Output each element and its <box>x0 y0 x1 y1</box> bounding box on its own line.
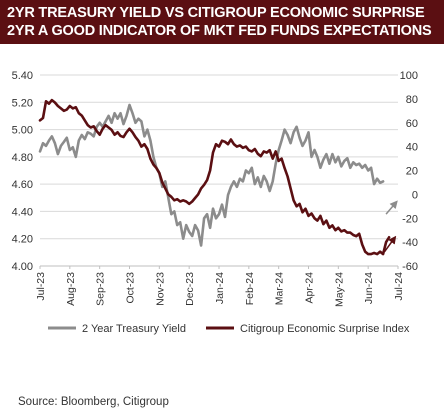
right-tick-label: 0 <box>412 189 418 201</box>
x-tick-label: Mar-24 <box>274 272 286 305</box>
x-tick-label: Jul-24 <box>393 272 405 301</box>
annotation-layer <box>383 200 398 253</box>
right-y-axis: -60 -40 -20 0 20 40 60 80 100 <box>400 70 418 273</box>
left-tick-label: 4.40 <box>12 206 33 218</box>
treasury-yield-line <box>38 103 385 247</box>
left-y-axis: 4.00 4.20 4.40 4.60 4.80 5.00 5.20 5.40 <box>12 70 33 273</box>
x-tick-label: Oct-23 <box>125 272 137 304</box>
legend-label-treasury: 2 Year Treasury Yield <box>82 323 186 335</box>
title-bar: 2YR TREASURY YIELD VS CITIGROUP ECONOMIC… <box>0 0 444 44</box>
x-tick-label: Jan-24 <box>214 272 226 304</box>
x-tick-label: Jul-23 <box>35 272 47 301</box>
x-tick-label: May-24 <box>333 272 345 307</box>
chart-title-line-1: 2YR TREASURY YIELD VS CITIGROUP ECONOMIC… <box>7 5 425 21</box>
x-axis: Jul-23 Aug-23 Sep-23 Oct-23 Nov-23 Dec-23 Jan-… <box>35 265 405 307</box>
grid <box>40 74 398 267</box>
x-tick-label: Apr-24 <box>304 272 316 304</box>
source-note: Source: Bloomberg, Citigroup <box>18 396 169 408</box>
left-tick-label: 4.60 <box>12 179 33 191</box>
x-tick-label: Sep-23 <box>95 272 107 306</box>
x-tick-label: Nov-23 <box>154 272 166 306</box>
left-tick-label: 4.80 <box>12 152 33 164</box>
left-tick-label: 5.00 <box>12 125 33 137</box>
right-tick-label: 20 <box>406 166 418 178</box>
right-tick-label: 80 <box>406 94 418 106</box>
x-tick-label: Dec-23 <box>184 272 196 306</box>
x-tick-label: Aug-23 <box>65 272 77 306</box>
right-tick-label: -20 <box>402 213 418 225</box>
legend-label-surprise: Citigroup Economic Surprise Index <box>240 323 410 335</box>
right-tick-label: 40 <box>406 142 418 154</box>
right-tick-label: 60 <box>406 118 418 130</box>
legend: 2 Year Treasury Yield Citigroup Economic … <box>48 323 410 335</box>
treasury-arrow <box>385 200 398 215</box>
left-tick-label: 4.20 <box>12 234 33 246</box>
right-tick-label: -40 <box>402 237 418 249</box>
left-tick-label: 5.20 <box>12 97 33 109</box>
surprise-arrow <box>383 235 397 253</box>
right-tick-label: 100 <box>400 70 418 82</box>
chart-title-line-2: 2YR A GOOD INDICATOR OF MKT FED FUNDS EX… <box>7 23 432 39</box>
x-tick-label: Feb-24 <box>244 272 256 305</box>
chart: 4.004.204.404.604.805.005.205.40 -60-40-… <box>12 70 418 335</box>
surprise-index-line <box>38 98 391 256</box>
left-tick-label: 4.00 <box>12 261 33 273</box>
left-tick-label: 5.40 <box>12 70 33 82</box>
right-tick-label: -60 <box>402 261 418 273</box>
series-layer <box>38 98 391 256</box>
x-tick-label: Jun-24 <box>363 272 375 304</box>
